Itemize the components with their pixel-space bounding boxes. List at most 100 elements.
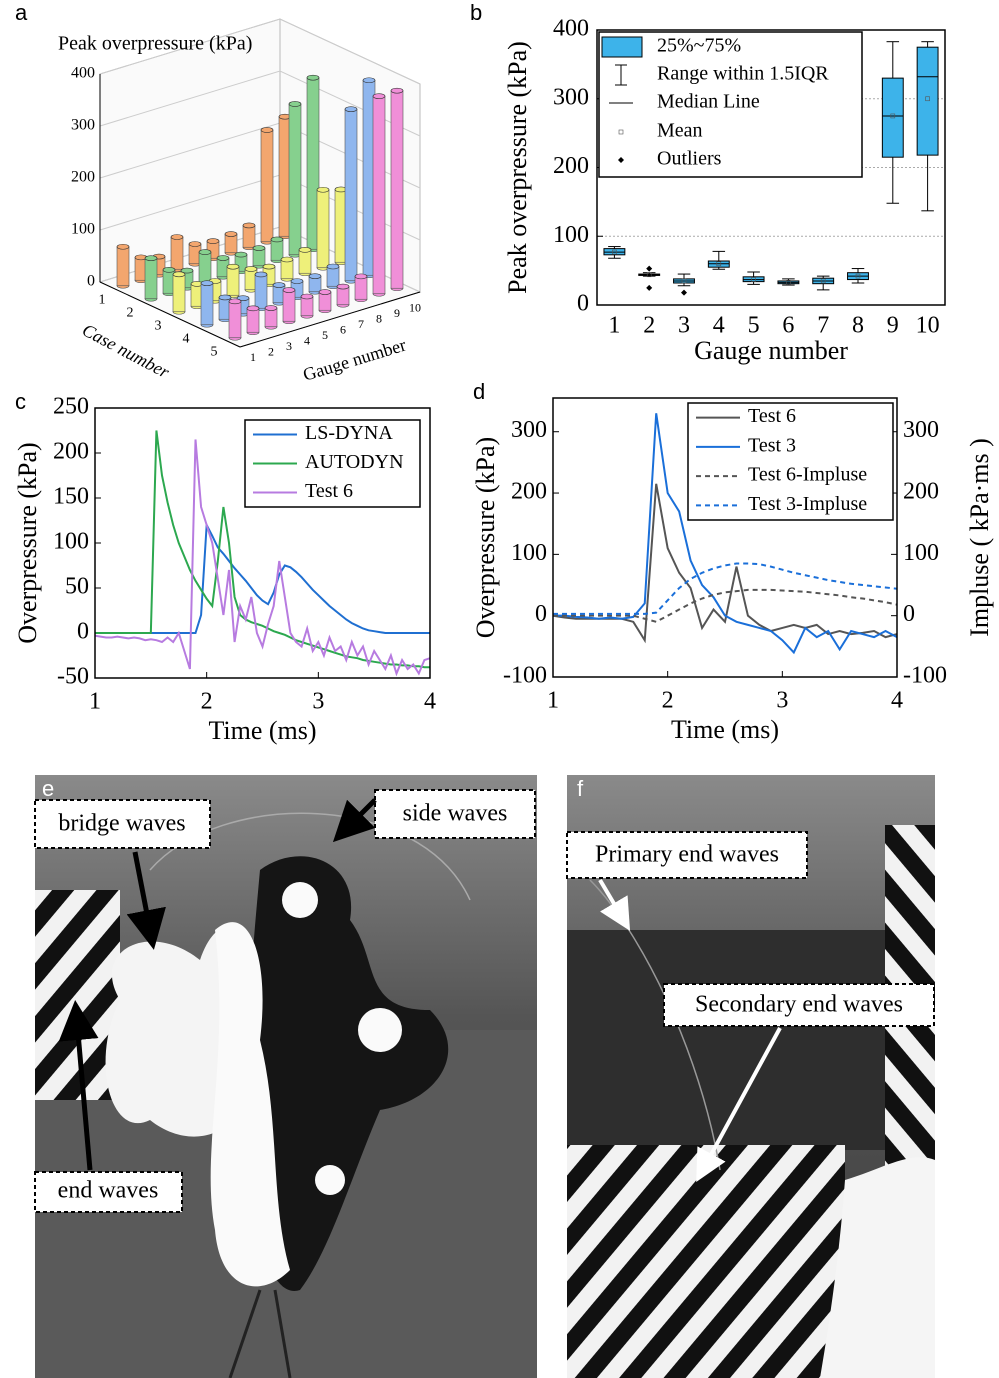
case-tick-label: 3 [155,319,162,334]
y-tick-label: 300 [553,84,589,110]
y2-axis-title: Impluse ( kPa·ms ) [965,438,994,637]
mean [855,273,861,279]
bar [198,249,212,286]
gauge-tick-label: 7 [358,317,364,331]
y-tick-label: 0 [77,619,89,645]
bar-body [226,266,240,296]
y-tick-label: -100 [503,663,547,689]
series-line [95,439,430,677]
bar-top [298,247,312,253]
bar [242,222,256,251]
plot-frame [552,397,898,678]
bar [336,283,350,308]
z-tick-label: 0 [87,273,95,290]
gauge-tick-label: 8 [376,312,382,326]
bar [228,298,242,341]
bar-top [390,87,404,94]
mean [716,261,722,267]
z-axis-title: Peak overpressure (kPa) [58,33,252,55]
annotation-box [566,831,808,879]
x-tick-label: 3 [776,688,788,714]
bar [354,273,368,303]
bar-top [226,263,240,270]
bar-top [354,273,368,280]
gauge-tick-label: 6 [340,323,346,337]
y2-tick-label: 0 [903,601,915,627]
series-line [553,588,897,623]
bar [300,293,314,319]
x-tick-label: 4 [424,689,436,715]
bar [288,101,302,258]
plot-frame [94,407,431,679]
annotation-box [374,789,536,839]
legend-swatch [615,64,627,86]
bar-top [288,101,302,107]
gauge-tick-label: 1 [250,350,256,364]
gauge-tick-label: 4 [304,334,310,348]
bar-top [344,106,358,112]
bar [172,271,186,315]
y2-tick-label: -100 [903,663,947,689]
x-tick-label: 2 [662,688,674,714]
arrow [598,878,631,931]
bar-body [246,308,260,333]
outlier [681,289,687,296]
y2-tick-label: 300 [903,417,939,443]
case-tick-label: 1 [99,293,106,308]
y-tick-label: -50 [57,664,89,690]
bar-body [228,301,242,339]
y-tick-label: 100 [53,529,89,555]
bar-body [264,307,278,328]
bar-top [272,282,286,288]
y-tick-label: 100 [511,540,547,566]
bar [224,231,238,256]
bar-top [260,127,274,133]
tripod-leg [273,1289,292,1378]
bar [260,127,274,245]
bar-body [224,233,238,254]
mean [646,272,652,278]
mean [890,113,896,119]
legend-label: Test 6 [305,480,353,502]
bar-body [372,95,386,295]
bar-body [198,251,212,283]
mean [612,249,617,255]
annotation: bridge waves [58,811,185,837]
bar-body [390,90,404,289]
x-axis-title: Time (ms) [208,716,316,745]
bar [372,93,386,297]
legend-label: AUTODYN [305,451,404,473]
gauge-tick-label: 5 [322,328,328,342]
bar-body [326,266,340,287]
bar [188,241,202,267]
bar [282,287,296,325]
gauge-tick-label: 10 [409,301,421,315]
bar-top [372,93,386,99]
series-line [95,521,430,634]
y-tick-label: 400 [553,16,589,42]
bar [246,305,260,336]
bar [244,266,258,293]
legend-label: Mean [657,120,703,142]
x-tick-label: 10 [916,313,940,339]
case-tick-label: 4 [183,332,190,347]
bar-body [172,274,186,313]
bar-top [180,267,194,274]
x-tick-label: 2 [201,689,213,715]
y2-tick-label: 100 [903,540,939,566]
panel-label: b [470,0,482,25]
x-tick-label: 8 [852,313,864,339]
x-axis-title: Gauge number [694,336,848,365]
bar-top [224,231,238,237]
series-line [553,483,897,644]
striped-board [567,1145,845,1378]
photo-e: e bridge waves side waves end waves [34,775,537,1378]
mean [786,280,791,285]
legend-label: Test 6-Impluse [748,464,867,486]
bar-top [242,222,256,229]
legend-box [598,31,863,178]
panel-label: c [15,389,26,414]
bar-body [354,276,368,300]
bar-top [206,238,220,244]
bar-top [144,255,158,261]
